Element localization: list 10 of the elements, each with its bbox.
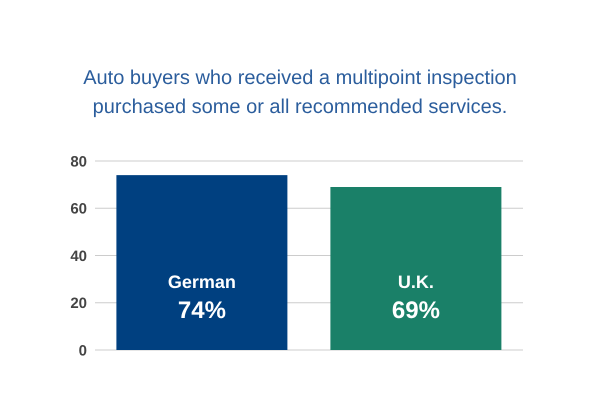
x-tick-label: U.K.	[398, 272, 434, 292]
chart-title: Auto buyers who received a multipoint inspection purchased some or all recommended services.	[82, 66, 518, 120]
x-tick-label: German	[168, 272, 236, 292]
y-tick-label: 40	[70, 248, 87, 265]
y-tick-label: 20	[70, 295, 87, 312]
data-label: 74%	[178, 297, 226, 324]
y-tick-label: 0	[78, 342, 87, 360]
y-tick-label: 80	[70, 153, 87, 170]
data-label: 69%	[392, 297, 440, 324]
y-tick-label: 60	[70, 200, 87, 218]
